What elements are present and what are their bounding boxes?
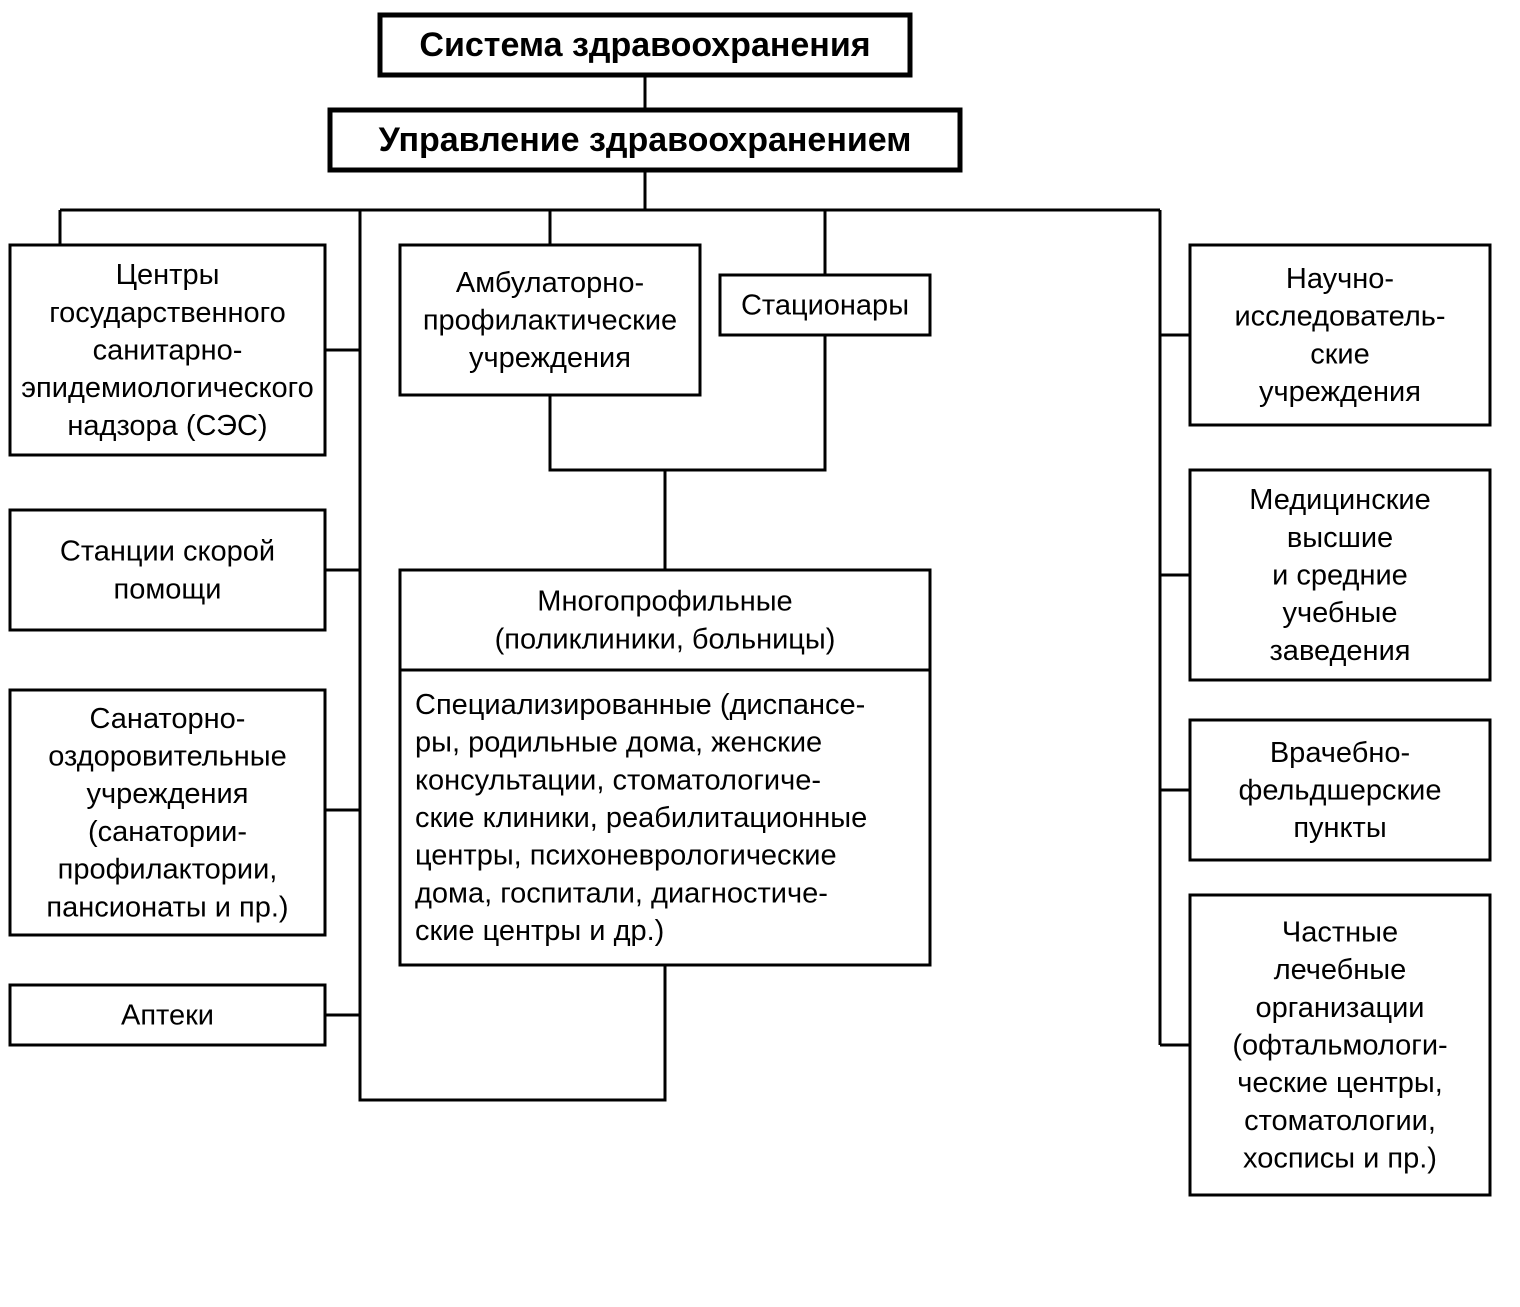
- node-label: Многопрофильные: [537, 586, 792, 618]
- node-right4: Частные лечебные организации (офтальмологи-…: [1190, 895, 1490, 1195]
- node-midA: Многопрофильные (поликлиники, больницы): [400, 570, 930, 670]
- node-root: Система здравоохранения: [380, 15, 910, 75]
- node-midB: Специализированные (диспансе-ры, родильн…: [400, 670, 930, 965]
- node-left4: Аптеки: [10, 985, 325, 1045]
- node-label: Стационары: [741, 290, 909, 322]
- node-label: дома, госпитали, диагностиче-: [415, 877, 828, 909]
- node-label: Частные: [1282, 916, 1398, 948]
- node-right1: Научно-исследователь-ские учреждения: [1190, 245, 1490, 425]
- node-label: организации: [1256, 992, 1425, 1024]
- node-label: ческие центры,: [1237, 1067, 1443, 1099]
- node-label: пункты: [1293, 812, 1386, 844]
- node-label: Врачебно-: [1270, 737, 1410, 769]
- node-label: исследователь-: [1234, 301, 1445, 333]
- node-label: Аптеки: [121, 1000, 214, 1032]
- node-manage: Управление здравоохранением: [330, 110, 960, 170]
- node-label: (санатории-: [88, 816, 247, 848]
- healthcare-diagram: Система здравоохранения Управление здраво…: [0, 0, 1520, 1307]
- node-label: высшие: [1287, 522, 1393, 554]
- node-label: государственного: [49, 297, 286, 329]
- node-label: ры, родильные дома, женские: [415, 727, 822, 759]
- node-label: стоматологии,: [1244, 1105, 1436, 1137]
- node-label: (офтальмологи-: [1232, 1030, 1447, 1062]
- node-label: надзора (СЭС): [67, 410, 267, 442]
- node-left2: Станции скорой помощи: [10, 510, 325, 630]
- node-label: Центры: [116, 259, 220, 291]
- node-mid2: Стационары: [720, 275, 930, 335]
- node-label: Амбулаторно-: [456, 267, 644, 299]
- node-label: фельдшерские: [1238, 775, 1441, 807]
- node-label: и средние: [1272, 560, 1408, 592]
- node-label: Медицинские: [1249, 484, 1430, 516]
- node-label: профилактические: [423, 305, 677, 337]
- node-label: консультации, стоматологиче-: [415, 764, 821, 796]
- node-label: лечебные: [1274, 954, 1407, 986]
- node-left3: Санаторно-оздоровительные учреждения (сана…: [10, 690, 325, 935]
- node-label: Система здравоохранения: [419, 26, 870, 64]
- node-label: оздоровительные: [48, 740, 287, 772]
- node-label: учреждения: [469, 342, 631, 374]
- node-label: помощи: [114, 573, 222, 605]
- node-right3: Врачебно-фельдшерские пункты: [1190, 720, 1490, 860]
- node-label: (поликлиники, больницы): [495, 623, 836, 655]
- node-label: Управление здравоохранением: [379, 121, 912, 159]
- node-label: эпидемиологического: [21, 372, 313, 404]
- node-label: хосписы и пр.): [1243, 1143, 1437, 1175]
- node-left1: Центры государственного санитарно-эпидемио…: [10, 245, 325, 455]
- node-label: ские центры и др.): [415, 915, 664, 947]
- node-label: ские: [1310, 338, 1370, 370]
- node-mid1: Амбулаторно-профилактические учреждения: [400, 245, 700, 395]
- node-label: санитарно-: [93, 335, 243, 367]
- node-label: Специализированные (диспансе-: [415, 689, 865, 721]
- node-right2: Медицинские высшие и средние учебные заведен…: [1190, 470, 1490, 680]
- node-label: Научно-: [1286, 263, 1394, 295]
- node-label: Санаторно-: [90, 703, 246, 735]
- node-box: [10, 510, 325, 630]
- node-label: учреждения: [87, 778, 249, 810]
- nodes-layer: Система здравоохранения Управление здраво…: [10, 15, 1490, 1195]
- node-label: профилактории,: [58, 854, 278, 886]
- node-label: ские клиники, реабилитационные: [415, 802, 867, 834]
- node-label: пансионаты и пр.): [46, 891, 288, 923]
- node-label: заведения: [1270, 635, 1411, 667]
- node-label: учебные: [1282, 597, 1397, 629]
- node-label: учреждения: [1259, 376, 1421, 408]
- node-label: Станции скорой: [60, 536, 275, 568]
- node-label: центры, психоневрологические: [415, 840, 837, 872]
